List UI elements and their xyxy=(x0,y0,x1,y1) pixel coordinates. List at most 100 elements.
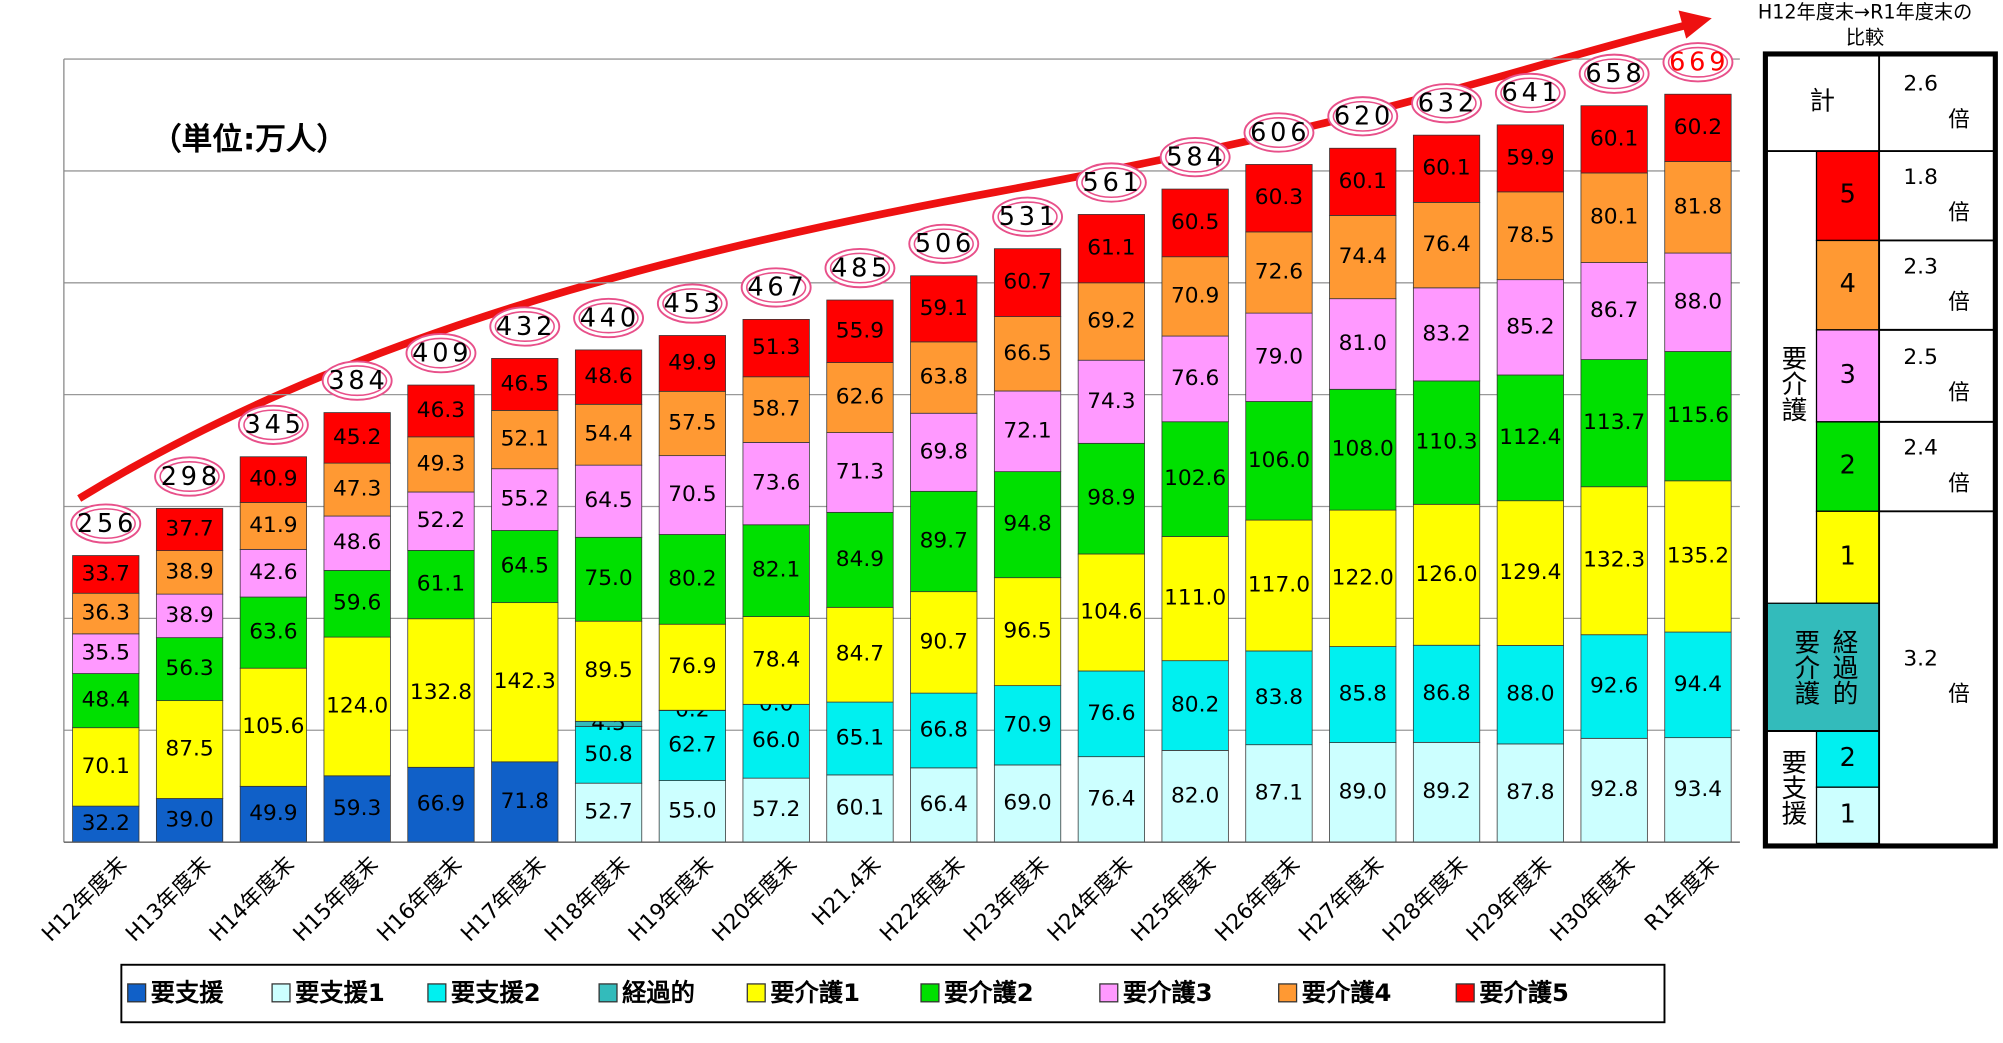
table-cell xyxy=(1815,239,1880,331)
legend-swatch xyxy=(920,983,940,1003)
bar-segment xyxy=(1077,442,1145,555)
legend-swatch xyxy=(127,983,147,1003)
bar-segment xyxy=(1161,660,1229,751)
bar-segment xyxy=(72,592,140,635)
bar-segment xyxy=(1580,486,1648,636)
bar-segment xyxy=(239,785,307,843)
bar-segment xyxy=(407,436,475,493)
total-circle xyxy=(1243,112,1315,153)
bar-segment xyxy=(72,633,140,674)
segment-label: 70.1 xyxy=(82,754,130,779)
bar-segment xyxy=(658,534,726,625)
bar-segment xyxy=(993,390,1062,473)
bar-segment xyxy=(910,341,978,414)
support-group: 要支援 xyxy=(1777,749,1807,826)
bar-segment xyxy=(239,456,307,503)
segment-label: 46.5 xyxy=(501,371,549,396)
bar-segment xyxy=(1496,124,1564,193)
x-tick-label: H14年度末 xyxy=(205,852,300,947)
segment-label: 76.6 xyxy=(1087,701,1135,726)
segment-label: 60.2 xyxy=(1674,115,1722,140)
bar-segment xyxy=(742,524,810,617)
bar-segment xyxy=(155,798,224,843)
bar-segment xyxy=(491,358,559,411)
total-circle xyxy=(746,271,807,303)
segment-label: 59.3 xyxy=(333,796,381,821)
total-circle xyxy=(70,503,142,544)
ratio-value: 3.2 xyxy=(1903,646,1938,671)
bar-segment xyxy=(826,701,894,776)
total-circle xyxy=(410,337,472,369)
bar-segment xyxy=(1161,335,1229,423)
legend-swatch xyxy=(1099,983,1119,1003)
segment-label: 70.9 xyxy=(1003,712,1051,737)
total-circle xyxy=(1667,46,1729,78)
bar-segment xyxy=(742,616,810,705)
segment-label: 39.0 xyxy=(165,807,213,832)
x-tick-label: H19年度末 xyxy=(624,852,719,947)
bar-segment xyxy=(910,412,978,492)
total-circle xyxy=(573,297,645,339)
segment-label: 88.0 xyxy=(1506,682,1554,707)
ratio-value: 2.6 xyxy=(1903,72,1938,97)
bar-segment xyxy=(1664,351,1732,482)
bar-segment xyxy=(1329,147,1397,216)
segment-label: 64.5 xyxy=(501,554,549,579)
segment-label: 94.4 xyxy=(1674,672,1722,697)
bar-segment xyxy=(993,685,1062,766)
x-tick-label: R1年度末 xyxy=(1640,852,1724,936)
total-label: 384 xyxy=(328,366,388,396)
segment-label: 86.8 xyxy=(1422,681,1470,706)
bar-segment xyxy=(1664,631,1732,739)
x-tick-label: H23年度末 xyxy=(959,852,1054,947)
x-tick-label: H17年度末 xyxy=(456,852,551,947)
ratio-unit: 倍 xyxy=(1948,682,1970,707)
bar-segment xyxy=(826,774,894,843)
segment-label: 58.7 xyxy=(752,397,800,422)
segment-label: 93.4 xyxy=(1674,777,1722,802)
table-cell xyxy=(1815,786,1880,845)
bar-segment xyxy=(323,636,391,777)
bar-segment xyxy=(1412,503,1481,646)
x-tick-label: H27年度末 xyxy=(1294,852,1389,947)
segment-label: 110.3 xyxy=(1415,430,1477,455)
total-circle xyxy=(1075,162,1147,203)
bar-segment xyxy=(826,299,894,363)
segment-label: 71.3 xyxy=(836,459,884,484)
segment-label: 92.8 xyxy=(1590,777,1638,802)
bar-segment xyxy=(155,593,224,639)
segment-label: 75.0 xyxy=(584,566,632,591)
segment-label: 72.6 xyxy=(1255,260,1303,285)
segment-label: 69.2 xyxy=(1087,309,1135,334)
legend-label: 要介護1 xyxy=(770,978,860,1007)
segment-label: 85.8 xyxy=(1339,682,1387,707)
legend-box xyxy=(120,963,1666,1024)
x-tick-label: H28年度末 xyxy=(1378,852,1473,947)
total-circle xyxy=(740,267,812,308)
total-circle xyxy=(578,302,639,334)
legend-label: 要支援 xyxy=(151,978,225,1007)
bar-segment xyxy=(155,508,224,551)
bar-segment xyxy=(239,667,307,787)
x-tick-label: H25年度末 xyxy=(1127,852,1222,947)
bar-segment xyxy=(1496,743,1564,843)
bar-segment xyxy=(1245,401,1313,521)
bar-segment xyxy=(826,362,894,433)
segment-label: 56.3 xyxy=(165,656,213,681)
ratio-unit: 倍 xyxy=(1948,107,1970,132)
segment-label: 76.4 xyxy=(1087,786,1135,811)
segment-label: 76.4 xyxy=(1422,232,1470,257)
bar-segment xyxy=(1161,536,1229,662)
segment-label: 60.7 xyxy=(1003,270,1051,295)
bar-segment xyxy=(910,692,978,769)
total-label: 345 xyxy=(245,410,305,440)
segment-label: 55.0 xyxy=(668,798,716,823)
x-tick-label: H26年度末 xyxy=(1211,852,1306,947)
table-cell xyxy=(1815,421,1880,512)
support-level: 2 xyxy=(1840,743,1856,773)
bar-segment xyxy=(826,432,894,513)
care-level: 1 xyxy=(1840,541,1856,571)
segment-label: 42.6 xyxy=(249,560,297,585)
total-circle xyxy=(1416,87,1477,119)
bar-segment xyxy=(1580,359,1648,488)
